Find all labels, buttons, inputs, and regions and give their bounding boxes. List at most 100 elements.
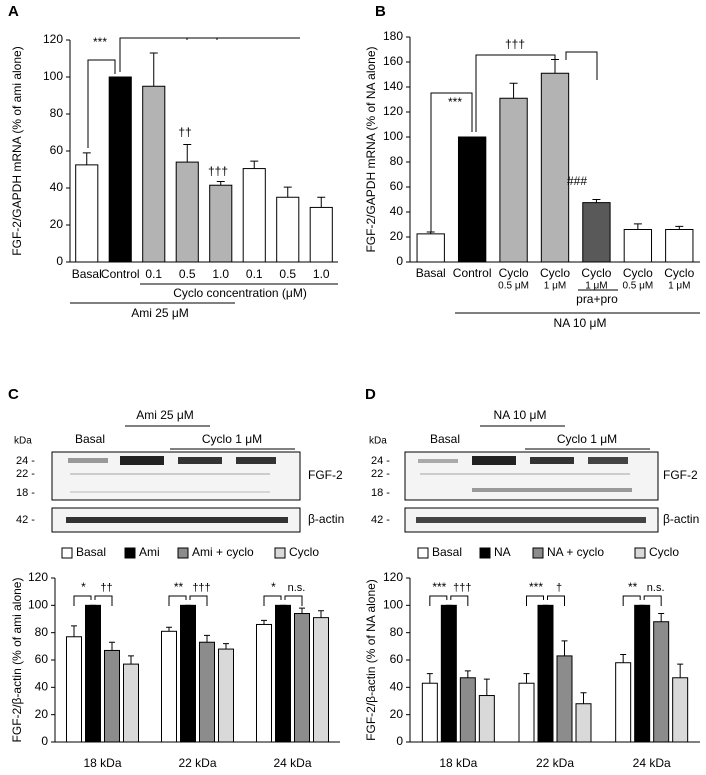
annotation: ** [174,580,184,594]
annotation: ††† [453,582,471,594]
annotation: ††† [208,164,228,178]
x-tick-label: 1.0 [313,267,330,281]
bar [242,168,266,263]
y-tick-label: 40 [50,180,64,194]
group-label: NA 10 μM [554,316,607,330]
error-bar [318,610,324,618]
legend-swatch [177,547,189,559]
bar [478,695,495,743]
bar [309,206,333,263]
y-tick-label: 0 [56,254,63,268]
x-tick-label: 22 kDa [178,756,216,770]
y-tick-label: 100 [28,598,48,612]
x-tick-label: 24 kDa [273,756,311,770]
y-tick-label: 20 [50,217,64,231]
error-bar [658,613,665,622]
kda-marker: 42 - [16,514,35,526]
bar [582,202,611,263]
y-tick-label: 60 [390,179,404,193]
bar [199,641,215,743]
error-bar [675,225,684,230]
legend-label: Basal [76,545,106,559]
legend-swatch [124,547,136,559]
blot-d [404,451,659,533]
x-tick-label: Control [453,266,492,280]
panel-letter: D [365,386,376,403]
legend-label: Ami [139,545,160,559]
bracket [73,595,92,606]
bar [634,604,651,743]
bracket [450,595,469,606]
kda-title: kDa [369,436,387,447]
error-bar [317,196,326,208]
y-tick-label: 60 [390,652,404,666]
error-bar [509,82,518,99]
kda-marker: 22 - [16,468,35,480]
x-tick-label: 1.0 [212,267,229,281]
y-tick-label: 100 [383,598,403,612]
group-label: pra+pro [576,292,618,306]
error-bar [620,654,627,663]
bar [665,229,694,263]
kda-marker: 18 - [16,487,35,499]
y-tick-label: 140 [383,79,403,93]
y-tick-label: 120 [28,570,48,584]
x-tick-label: Cyclo [581,266,611,280]
x-tick-label: 0.5 μM [498,281,529,292]
panel-letter: C [8,386,19,403]
error-bar [580,692,587,704]
y-tick-label: 40 [390,204,404,218]
y-tick-label: 20 [35,707,49,721]
legend-label: Cyclo [649,545,679,559]
legend-label: NA [494,545,511,559]
bracket [430,92,473,232]
annotation: ††† [192,582,210,594]
y-axis-label: FGF-2/β-actin (% of NA alone) [364,579,378,741]
bar [459,677,476,743]
y-tick-label: 60 [35,652,49,666]
y-axis-label: FGF-2/GAPDH mRNA (% of NA alone) [364,46,378,252]
error-bar [261,619,267,625]
x-tick-label: Control [101,267,140,281]
bracket [94,595,113,606]
bar [556,655,573,743]
y-tick-label: 20 [390,229,404,243]
bar [421,682,438,743]
panel-letter: B [375,3,386,20]
bar [85,604,101,743]
band-label: β-actin [663,512,699,526]
bar [180,604,196,743]
blot-header: Cyclo 1 μM [557,432,617,446]
x-tick-label: Cyclo [623,266,653,280]
x-tick-label: 1 μM [585,281,607,292]
x-tick-label: 0.1 [145,267,162,281]
x-tick-label: 24 kDa [633,756,671,770]
bracket [429,595,448,606]
y-tick-label: 180 [383,29,403,43]
y-axis-label: FGF-2/β-actin (% of ami alone) [10,578,24,743]
bar [499,97,528,263]
bar [142,85,166,263]
annotation: †† [100,582,112,594]
bar [175,161,199,263]
y-tick-label: 80 [390,625,404,639]
x-tick-label: Cyclo [664,266,694,280]
error-bar [128,655,134,665]
error-bar [250,160,259,169]
blot-header: Basal [430,432,460,446]
bar [161,630,177,743]
band-label: FGF-2 [308,468,343,482]
error-bar [149,52,158,87]
bracket [87,59,116,148]
bar [653,621,670,743]
error-bar [299,607,305,614]
y-tick-label: 120 [43,32,63,46]
y-tick-label: 60 [50,143,64,157]
bar [104,649,120,743]
kda-marker: 24 - [371,455,390,467]
y-tick-label: 20 [390,707,404,721]
legend-swatch [479,547,491,559]
y-tick-label: 120 [383,104,403,118]
x-tick-label: 22 kDa [536,756,574,770]
y-axis-label: FGF-2/GAPDH mRNA (% of ami alone) [10,46,24,255]
